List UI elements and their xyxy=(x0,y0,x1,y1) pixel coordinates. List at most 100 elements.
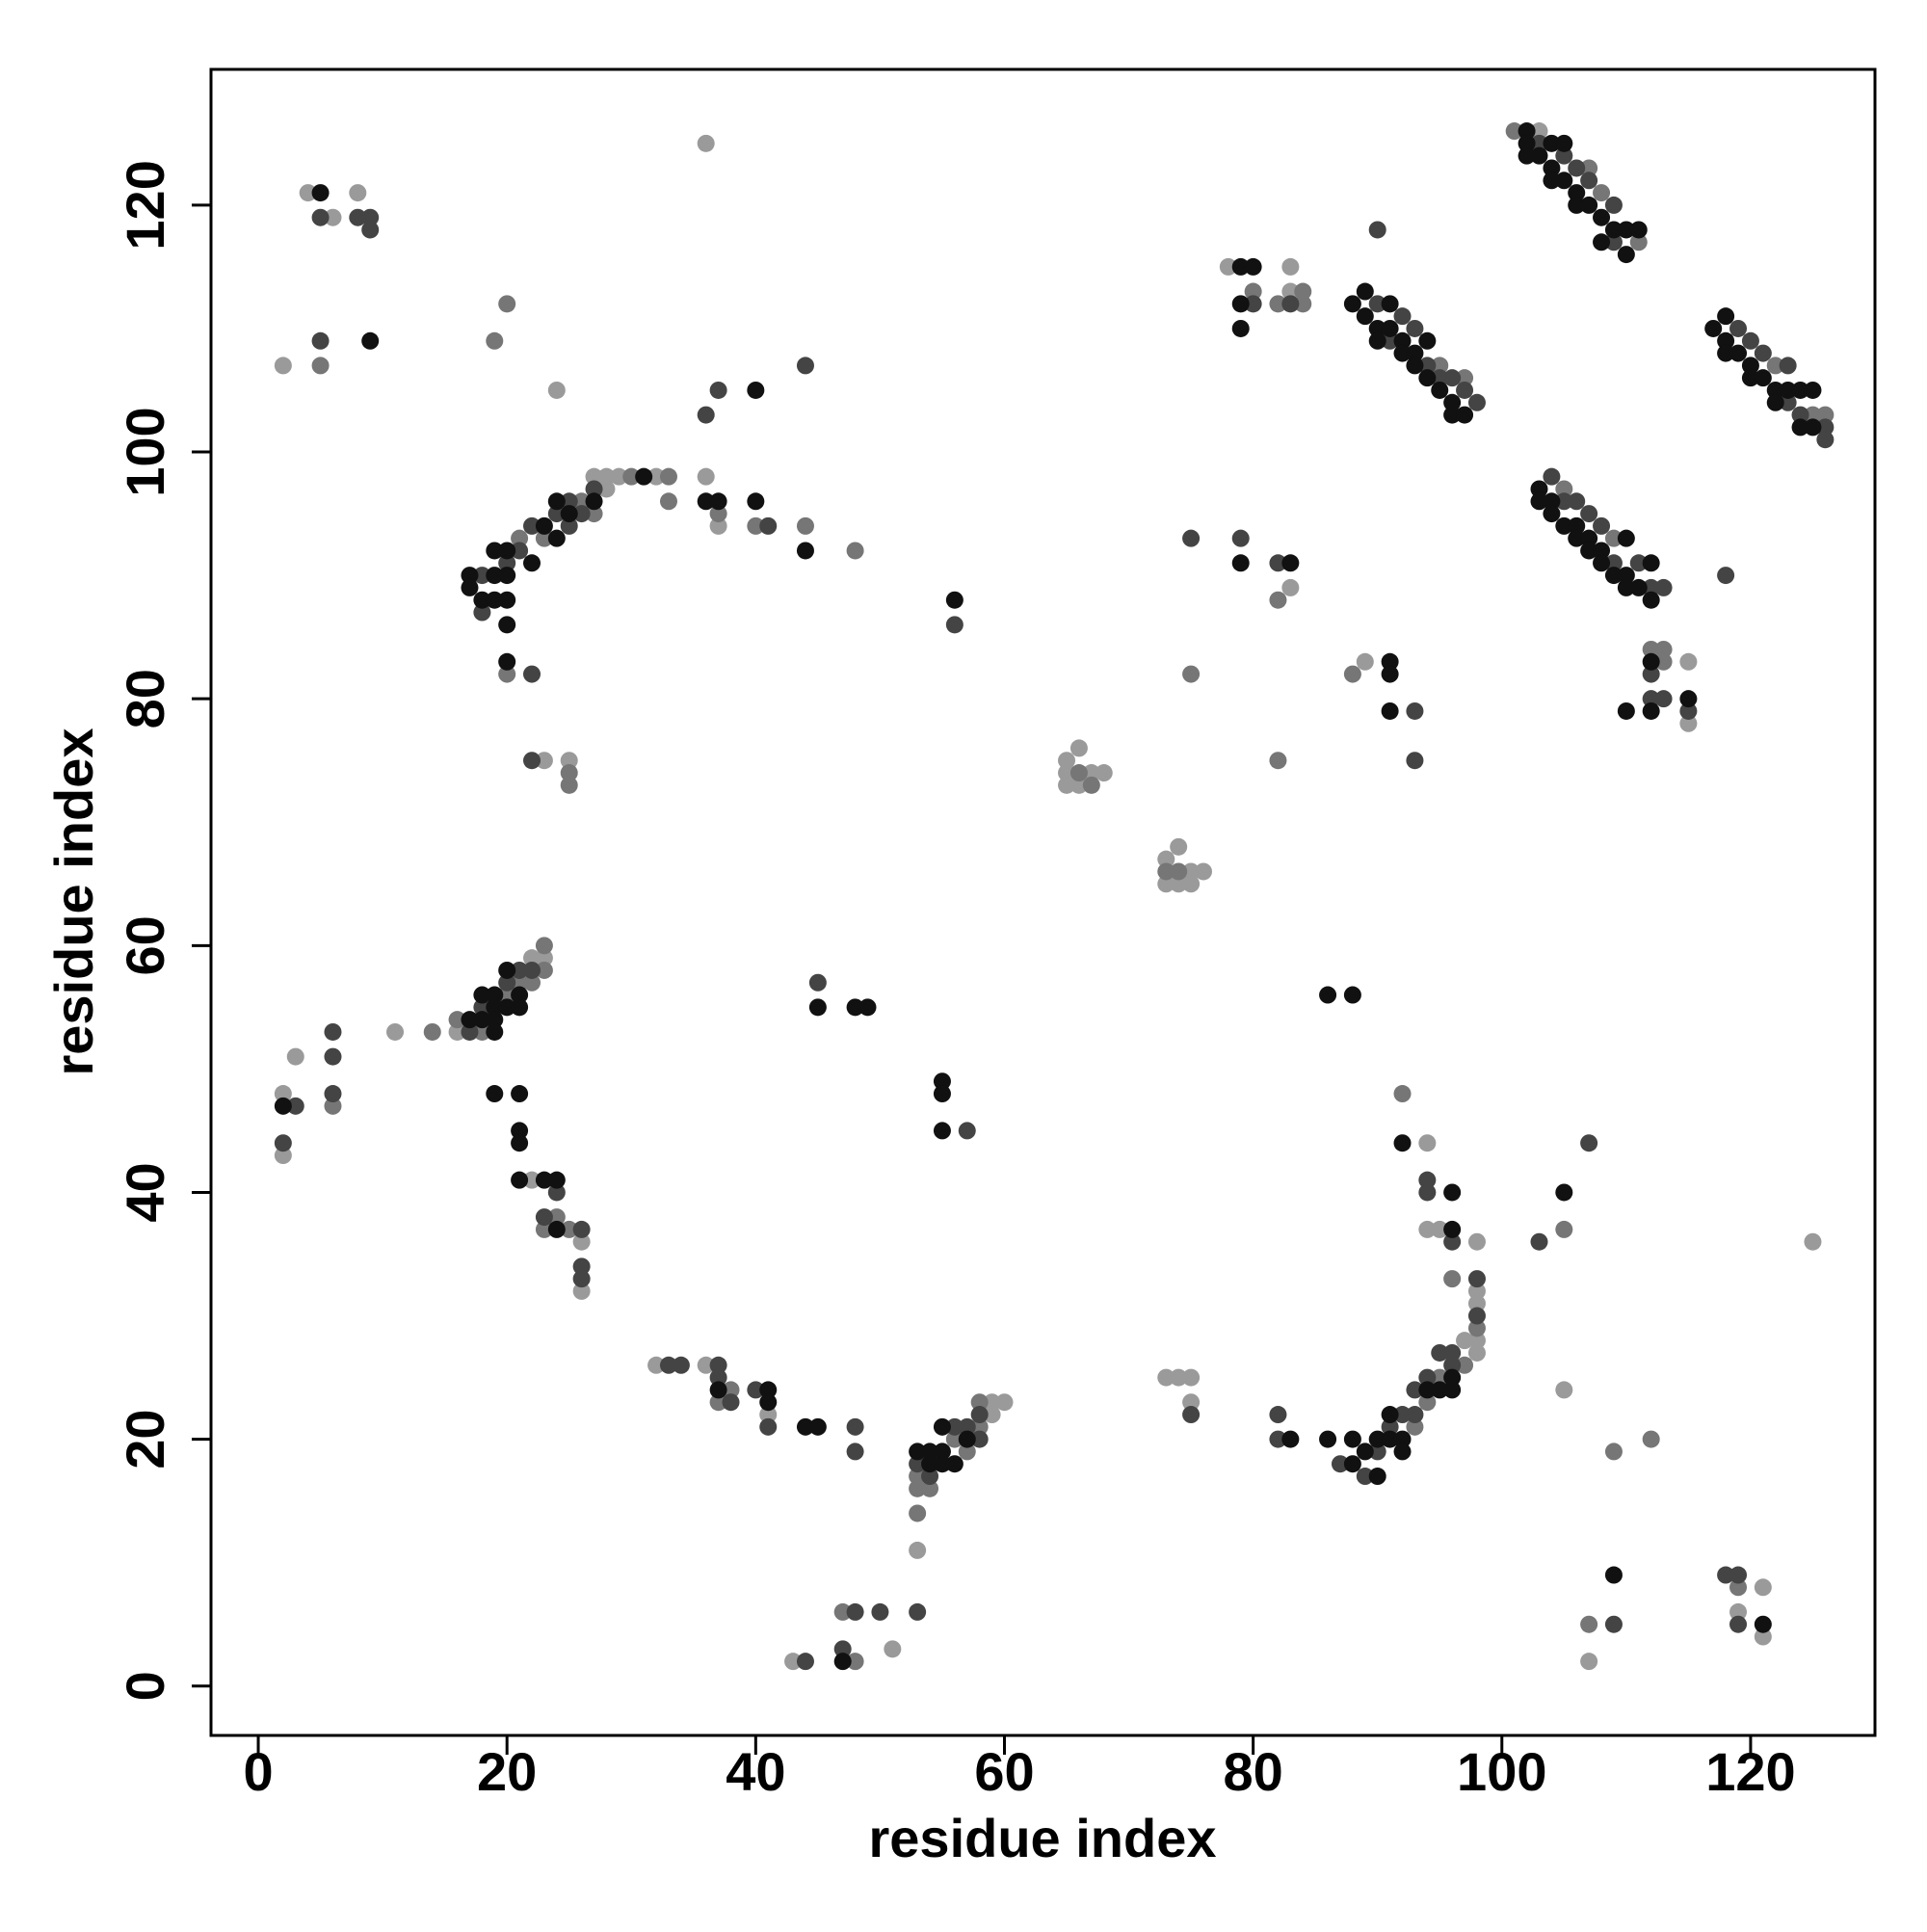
point xyxy=(1368,295,1386,313)
point xyxy=(610,467,628,486)
point xyxy=(560,492,578,511)
point xyxy=(1642,554,1660,572)
point xyxy=(486,986,504,1004)
point xyxy=(1593,542,1611,560)
point xyxy=(1157,875,1175,893)
point xyxy=(1095,764,1113,782)
point xyxy=(473,986,491,1004)
point xyxy=(1816,418,1835,437)
point xyxy=(1343,1430,1361,1448)
point xyxy=(796,516,814,535)
point xyxy=(511,529,529,547)
point xyxy=(1219,257,1237,276)
y-tick-label: 120 xyxy=(115,160,175,250)
point xyxy=(1791,418,1809,437)
point xyxy=(1729,1602,1748,1621)
point xyxy=(498,998,516,1017)
point xyxy=(1443,1368,1462,1387)
point xyxy=(523,554,541,572)
point xyxy=(1381,1406,1399,1424)
point xyxy=(547,505,566,523)
point xyxy=(572,1232,591,1251)
point xyxy=(709,516,727,535)
point xyxy=(1269,1406,1287,1424)
point xyxy=(1654,652,1673,671)
point xyxy=(498,961,516,979)
point xyxy=(1058,752,1076,770)
point xyxy=(560,505,578,523)
point xyxy=(1518,146,1536,165)
point xyxy=(1580,542,1598,560)
point xyxy=(461,567,479,585)
point xyxy=(498,973,516,992)
point xyxy=(1418,1393,1437,1412)
point xyxy=(1754,1628,1772,1646)
point xyxy=(1431,1343,1449,1362)
point xyxy=(1530,492,1548,511)
point xyxy=(1368,319,1386,337)
point xyxy=(560,1220,578,1238)
point xyxy=(1443,369,1462,387)
point xyxy=(274,1147,292,1165)
point xyxy=(1518,134,1536,152)
point xyxy=(1443,1381,1462,1399)
point xyxy=(1642,665,1660,683)
point xyxy=(1604,554,1623,572)
point xyxy=(1617,567,1635,585)
point xyxy=(1779,393,1797,411)
point xyxy=(1791,381,1809,399)
point xyxy=(498,591,516,609)
point xyxy=(585,492,603,511)
point xyxy=(1791,406,1809,424)
point xyxy=(1343,665,1361,683)
point xyxy=(1555,480,1573,498)
point xyxy=(511,973,529,992)
point xyxy=(572,492,591,511)
point xyxy=(1629,578,1648,596)
point xyxy=(1804,381,1822,399)
point xyxy=(759,1381,778,1399)
point xyxy=(535,961,553,979)
point xyxy=(1754,1578,1772,1597)
point xyxy=(796,1653,814,1671)
point xyxy=(1729,344,1748,362)
point xyxy=(1331,1455,1349,1473)
point xyxy=(1381,1417,1399,1436)
y-tick-label: 0 xyxy=(115,1671,175,1701)
point xyxy=(1393,1085,1412,1103)
y-tick-label: 60 xyxy=(115,915,175,975)
point xyxy=(1580,196,1598,214)
point xyxy=(1269,591,1287,609)
point xyxy=(697,467,715,486)
point xyxy=(1406,1417,1424,1436)
point xyxy=(1244,282,1262,301)
point xyxy=(511,542,529,560)
point xyxy=(647,467,666,486)
point xyxy=(1231,529,1250,547)
point xyxy=(1456,1332,1474,1350)
point xyxy=(1058,764,1076,782)
point xyxy=(448,1011,466,1029)
point xyxy=(945,1455,964,1473)
point xyxy=(523,973,541,992)
point xyxy=(983,1393,1001,1412)
point xyxy=(1356,282,1374,301)
point xyxy=(1431,1381,1449,1399)
point xyxy=(523,752,541,770)
point xyxy=(486,998,504,1017)
point xyxy=(1406,319,1424,337)
point xyxy=(697,1356,715,1374)
point xyxy=(747,516,765,535)
point xyxy=(709,492,727,511)
point xyxy=(535,937,553,955)
point xyxy=(1381,319,1399,337)
point xyxy=(1443,1220,1462,1238)
point xyxy=(1555,492,1573,511)
point xyxy=(1393,307,1412,326)
point xyxy=(1456,369,1474,387)
point xyxy=(1766,393,1784,411)
point xyxy=(833,1640,852,1658)
point xyxy=(361,331,380,350)
point xyxy=(1555,516,1573,535)
point xyxy=(1741,331,1759,350)
